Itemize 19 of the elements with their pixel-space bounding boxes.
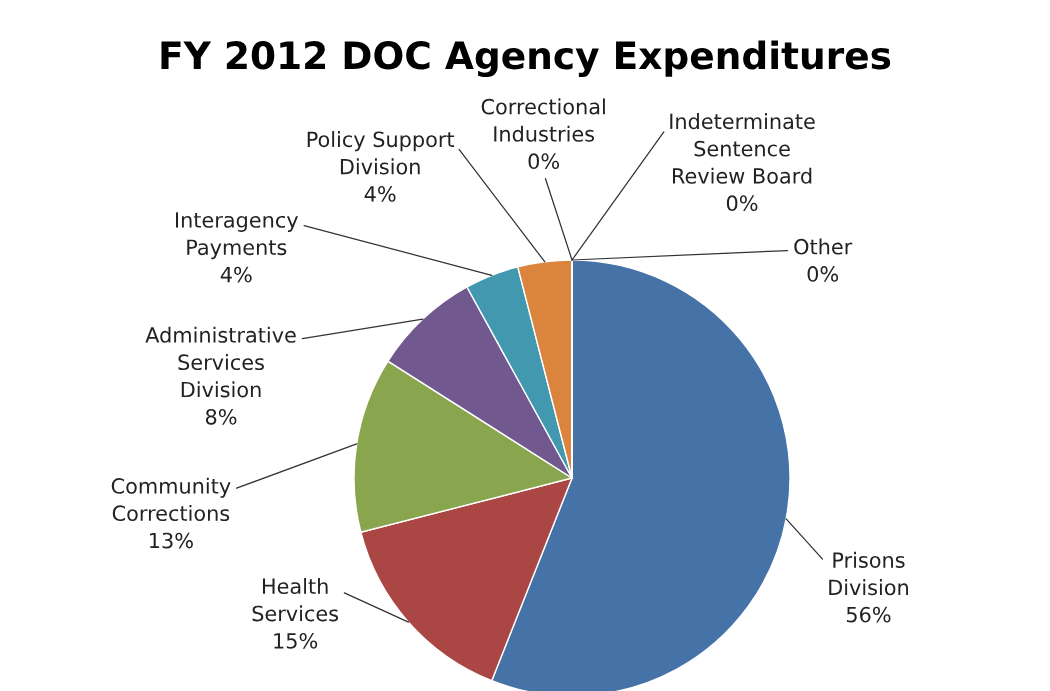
text: 0% [726, 195, 758, 212]
data-label: 13% [150, 532, 193, 549]
text: 0% [807, 266, 839, 282]
slice-label: Interagency Payments [175, 212, 298, 260]
data-label: 15% [274, 632, 318, 649]
data-label: 8% [205, 408, 237, 425]
data-label: 4% [220, 266, 252, 283]
slice-label: Policy Support Division [307, 131, 455, 175]
category-label: Other [794, 238, 853, 255]
slice-label: Community Corrections [111, 477, 231, 522]
chart-title: FY 2012 DOC Agency Expenditures [161, 40, 891, 78]
data-label: 4% [364, 186, 396, 202]
text: 0% [528, 153, 560, 170]
category-label: Correctional Industries [481, 98, 605, 142]
category-label: Indeterminate Sentence Review Board [670, 113, 815, 184]
data-label: 56% [846, 606, 891, 623]
slice-label: Prisons Division [829, 551, 908, 596]
slice-label: Administrative Services Division [145, 326, 296, 398]
slice-label: Health Services [252, 577, 339, 622]
